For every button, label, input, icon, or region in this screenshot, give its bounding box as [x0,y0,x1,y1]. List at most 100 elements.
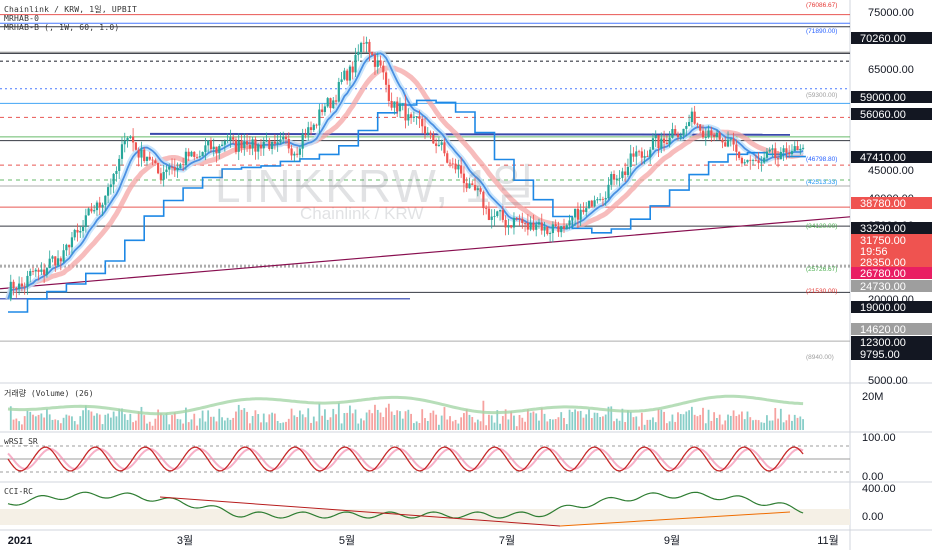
candle[interactable] [537,218,541,229]
volume-pane-label[interactable]: 거래량 (Volume) (26) [4,389,94,398]
candle[interactable] [382,60,385,80]
candle[interactable] [532,214,535,232]
candle[interactable] [701,124,705,140]
candle[interactable] [384,70,388,93]
candle[interactable] [526,214,529,236]
candle[interactable] [543,221,546,237]
candle[interactable] [106,183,110,204]
candle[interactable] [398,97,402,118]
candle[interactable] [679,132,682,141]
candle[interactable] [562,218,566,233]
candle[interactable] [754,154,757,162]
price-tag[interactable]: 9795.00 [851,348,932,361]
candle[interactable] [132,128,135,152]
candle[interactable] [362,36,365,53]
candle[interactable] [540,213,543,235]
candle[interactable] [65,243,68,257]
candle[interactable] [515,217,518,221]
candle[interactable] [379,55,382,68]
candle[interactable] [184,147,188,171]
candle[interactable] [774,142,777,165]
candle[interactable] [251,136,254,156]
candle[interactable] [465,177,468,192]
price-tag[interactable]: 31750.00 [851,234,932,247]
candle[interactable] [346,68,349,85]
candle[interactable] [304,128,307,139]
candle[interactable] [523,221,527,232]
cci-pane-label[interactable]: CCI-RC [4,487,33,496]
candle[interactable] [387,78,390,107]
candle[interactable] [182,157,185,172]
candle[interactable] [298,146,301,161]
price-tag[interactable]: 14620.00 [851,323,932,336]
candle[interactable] [487,201,491,221]
candle[interactable] [715,130,718,141]
candle[interactable] [565,223,568,230]
candle[interactable] [365,36,368,53]
candle[interactable] [732,132,735,151]
candle[interactable] [510,225,513,229]
candle[interactable] [471,180,474,186]
candle[interactable] [443,138,446,157]
candle[interactable] [599,193,602,202]
candle[interactable] [337,77,340,103]
candle[interactable] [334,94,338,106]
price-tag[interactable]: 12300.00 [851,336,932,349]
candle[interactable] [165,165,168,179]
candle[interactable] [604,191,607,206]
candle[interactable] [84,208,87,233]
candle[interactable] [73,228,76,241]
candle[interactable] [201,151,204,157]
candle[interactable] [287,132,290,154]
candle[interactable] [607,177,610,200]
candle[interactable] [376,52,379,74]
candle[interactable] [637,149,641,156]
candle[interactable] [646,150,649,158]
candle[interactable] [421,116,424,134]
symbol-title[interactable]: Chainlink / KRW, 1일, UPBIT [4,5,137,14]
candle[interactable] [396,96,399,118]
price-tag[interactable]: 38780.00 [851,197,932,210]
candle[interactable] [726,131,730,148]
wrsi-pane-label[interactable]: wRSI_SR [4,437,38,446]
candle[interactable] [610,171,613,190]
candle[interactable] [245,133,249,152]
price-tag[interactable]: 70260.00 [851,32,932,45]
candle[interactable] [479,186,482,195]
candle[interactable] [799,144,802,155]
candle[interactable] [423,117,427,140]
candle[interactable] [145,156,149,166]
candle[interactable] [626,158,630,178]
candle[interactable] [34,268,37,277]
candle[interactable] [271,141,274,155]
indicator-label[interactable]: MRHAB-B (, 1W, 60, 1.0) [4,23,120,32]
candle[interactable] [273,134,276,150]
candle[interactable] [601,196,605,207]
candle[interactable] [587,200,591,210]
candle[interactable] [410,112,413,124]
candle[interactable] [368,39,371,62]
candle[interactable] [62,243,65,263]
candle[interactable] [323,103,327,116]
candle[interactable] [243,133,246,156]
candle[interactable] [521,212,524,229]
candle[interactable] [26,270,29,295]
candle[interactable] [448,159,452,168]
candle[interactable] [504,215,507,236]
candle[interactable] [476,186,479,197]
price-tag[interactable]: 24730.00 [851,280,932,293]
candle[interactable] [343,67,346,81]
candle[interactable] [426,127,429,136]
candle[interactable] [168,163,171,176]
candle[interactable] [90,202,93,214]
candle[interactable] [254,136,257,160]
candle[interactable] [282,131,285,144]
candle[interactable] [390,92,393,111]
candle[interactable] [729,137,732,147]
candle[interactable] [45,266,49,278]
candle[interactable] [40,262,43,276]
candle[interactable] [187,148,190,161]
candle[interactable] [37,267,40,281]
candle[interactable] [496,210,499,218]
candle[interactable] [226,133,229,144]
